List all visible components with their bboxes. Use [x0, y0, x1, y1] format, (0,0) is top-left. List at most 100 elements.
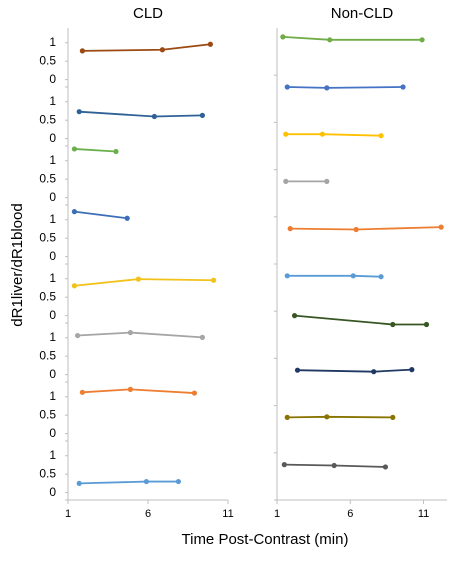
series-line	[287, 86, 404, 89]
data-point	[211, 277, 217, 283]
y-tick-label: 0	[49, 426, 56, 440]
y-tick-label: 0.5	[39, 407, 56, 421]
series-line	[74, 148, 117, 153]
data-point	[75, 332, 81, 339]
data-point	[350, 273, 356, 279]
data-point	[135, 276, 141, 282]
data-point	[199, 334, 205, 340]
y-tick-label: 1	[49, 94, 56, 108]
series-line	[294, 314, 427, 326]
y-tick-label: 0.5	[39, 112, 56, 126]
data-point	[319, 131, 326, 137]
series-line	[77, 331, 203, 339]
data-point	[400, 84, 406, 90]
y-tick-label: 0	[49, 485, 56, 499]
x-tick-label: 11	[418, 508, 429, 520]
y-axis-label: dR1liver/dR1blood	[9, 203, 26, 326]
x-tick-label: 11	[222, 508, 233, 520]
data-point	[409, 367, 415, 373]
data-point	[438, 224, 444, 230]
series-line	[79, 480, 179, 485]
y-tick-label: 0.5	[39, 230, 56, 244]
y-tick-label: 0	[49, 249, 56, 263]
data-point	[423, 321, 430, 328]
series-line	[282, 35, 423, 41]
y-tick-label: 1	[49, 389, 56, 403]
data-point	[287, 226, 293, 232]
y-tick-label: 1	[49, 330, 56, 344]
y-tick-label: 0.5	[39, 289, 56, 303]
series-line	[74, 278, 214, 287]
series-line	[285, 133, 382, 137]
data-point	[353, 226, 359, 233]
data-point	[127, 329, 133, 336]
data-point	[284, 414, 290, 420]
y-tick-label: 0	[49, 308, 56, 322]
y-tick-label: 0.5	[39, 171, 56, 185]
y-tick-label: 1	[49, 448, 56, 462]
y-tick-label: 1	[49, 153, 56, 167]
series-line	[74, 210, 128, 220]
data-point	[71, 209, 77, 215]
data-point	[280, 34, 286, 40]
y-tick-label: 1	[49, 35, 56, 49]
data-point	[283, 178, 289, 184]
y-tick-label: 0	[49, 367, 56, 381]
data-point	[281, 462, 287, 468]
data-point	[327, 37, 333, 43]
data-point	[175, 478, 181, 485]
data-point	[419, 37, 425, 43]
series-line	[287, 274, 382, 278]
chart-title: CLD	[133, 5, 163, 22]
data-point	[207, 41, 213, 47]
data-point	[284, 84, 290, 90]
data-point	[76, 480, 82, 487]
data-point	[283, 131, 289, 137]
y-tick-label: 0	[49, 131, 56, 145]
data-point	[191, 390, 197, 396]
x-tick-label: 1	[274, 508, 280, 520]
series-line	[79, 110, 203, 118]
chart-title: Non-CLD	[331, 5, 394, 22]
series-line	[82, 43, 211, 52]
data-point	[284, 273, 290, 279]
data-point	[378, 274, 384, 280]
series-line	[290, 226, 442, 231]
y-tick-label: 0	[49, 72, 56, 86]
data-point	[79, 48, 85, 54]
data-point	[124, 215, 130, 221]
data-point	[331, 462, 337, 469]
y-tick-label: 1	[49, 212, 56, 226]
y-tick-label: 1	[49, 271, 56, 285]
data-point	[294, 367, 301, 373]
data-point	[151, 113, 157, 120]
data-point	[291, 313, 298, 319]
series-line	[297, 368, 412, 373]
data-point	[79, 389, 85, 395]
data-point	[324, 178, 330, 184]
data-point	[390, 321, 396, 328]
data-point	[199, 112, 205, 118]
data-point	[371, 369, 377, 375]
x-tick-label: 6	[347, 508, 353, 520]
y-tick-label: 0	[49, 190, 56, 204]
data-point	[390, 414, 396, 420]
data-point	[159, 47, 165, 53]
series-line	[287, 415, 393, 419]
data-point	[113, 148, 119, 155]
series-line	[82, 388, 195, 394]
x-tick-label: 1	[65, 508, 71, 520]
data-point	[324, 414, 330, 420]
data-point	[71, 146, 77, 152]
x-axis-label: Time Post-Contrast (min)	[182, 531, 349, 548]
data-point	[76, 109, 82, 115]
y-tick-label: 0.5	[39, 466, 56, 480]
data-point	[378, 133, 384, 139]
data-point	[143, 478, 149, 485]
data-point	[324, 85, 330, 91]
data-point	[71, 283, 77, 289]
data-point	[127, 386, 133, 392]
y-tick-label: 0.5	[39, 53, 56, 67]
y-tick-label: 0.5	[39, 348, 56, 362]
